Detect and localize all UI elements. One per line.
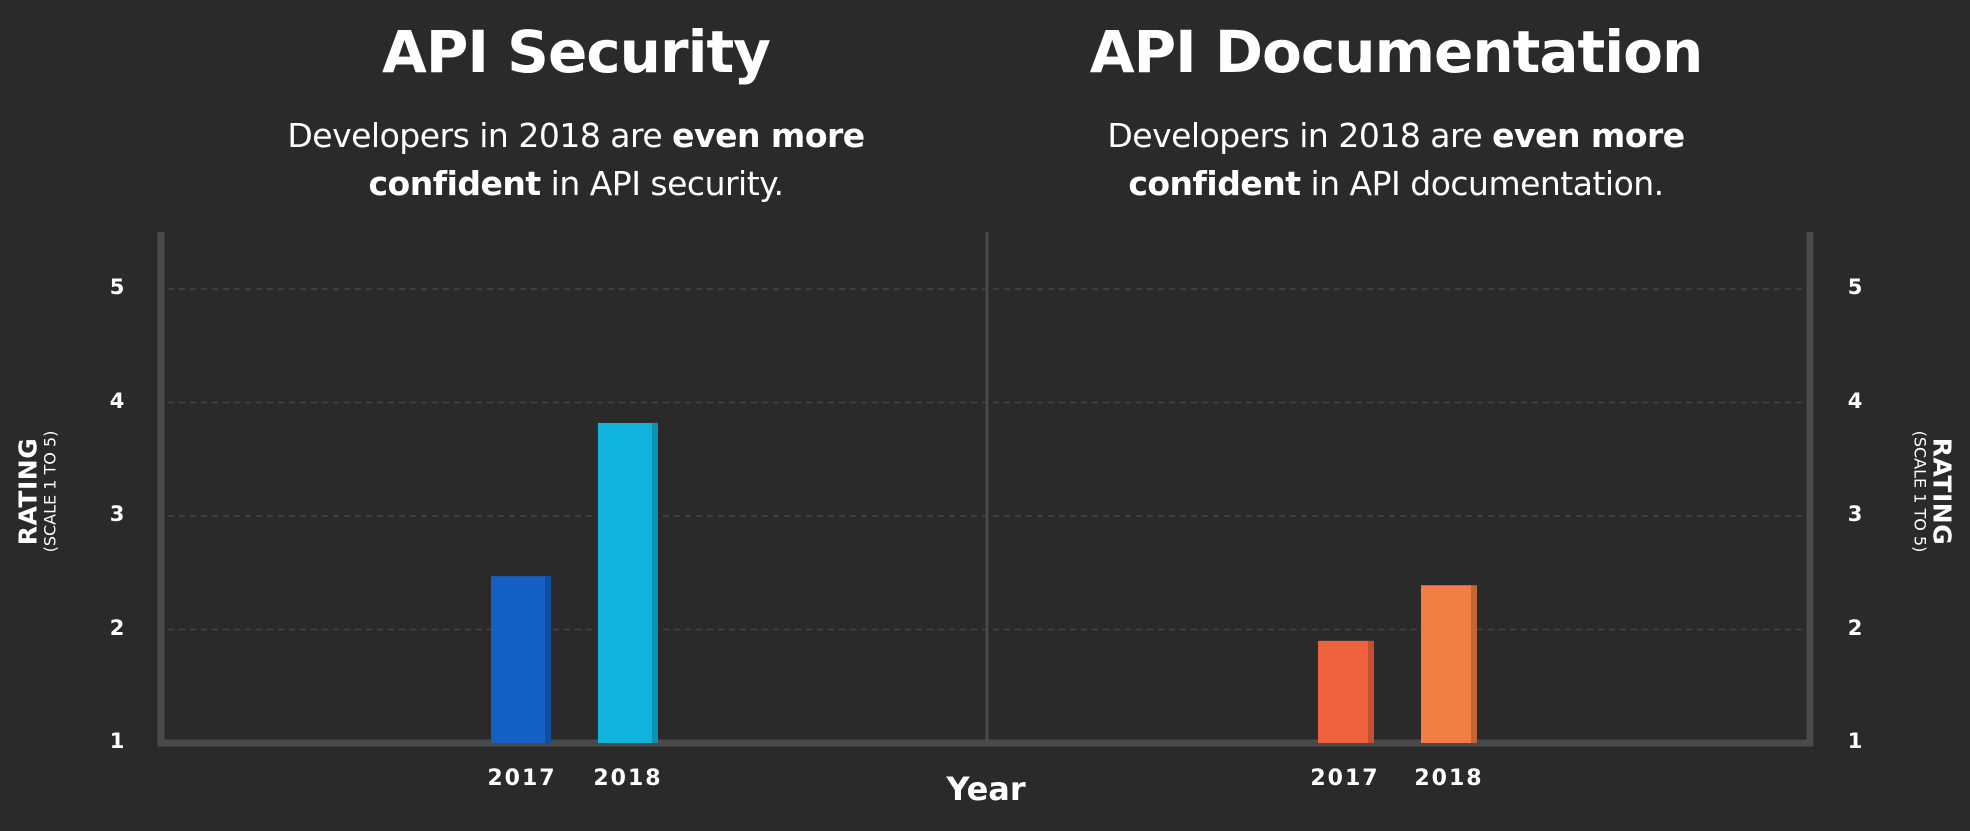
subtitle-text: in API documentation. <box>1300 164 1664 203</box>
subtitle-emphasis: even more <box>672 116 865 155</box>
y-tick-label: 4 <box>109 388 125 413</box>
subtitle-text: in API security. <box>540 164 784 203</box>
x-axis-label: Year <box>946 770 1026 808</box>
chart-title-api-documentation: API Documentation <box>1089 18 1704 86</box>
x-tick-label: 2018 <box>593 766 663 791</box>
bar-shade <box>1368 640 1374 743</box>
bar-2018 <box>1421 585 1477 743</box>
bar-shade <box>1471 585 1477 743</box>
x-tick-label: 2017 <box>1310 766 1380 791</box>
y-tick-label: 1 <box>109 729 125 753</box>
subtitle-emphasis: confident <box>1128 164 1301 203</box>
subtitle-text: Developers in 2018 are <box>287 116 673 155</box>
bar-2018 <box>598 422 658 743</box>
bar-shade <box>652 422 658 743</box>
y-tick-label: 4 <box>1847 388 1863 413</box>
chart-subtitle-api-security: Developers in 2018 are even more confide… <box>226 112 926 208</box>
x-tick-label: 2017 <box>487 766 557 791</box>
chart-subtitle-api-documentation: Developers in 2018 are even more confide… <box>1046 112 1746 208</box>
y-tick-label: 2 <box>109 615 125 640</box>
y-tick-label: 3 <box>109 502 125 526</box>
y-tick-label: 5 <box>1847 275 1863 299</box>
x-tick-label: 2018 <box>1414 766 1484 791</box>
bar-2017 <box>1318 640 1374 743</box>
subtitle-emphasis: confident <box>368 164 542 203</box>
subtitle-emphasis: even more <box>1492 116 1685 155</box>
y-tick-label: 2 <box>1847 615 1863 640</box>
y-tick-label: 5 <box>109 275 125 299</box>
chart-title-api-security: API Security <box>382 18 771 86</box>
y-tick-label: 3 <box>1847 502 1863 526</box>
bar-shade <box>545 576 551 743</box>
subtitle-text: Developers in 2018 are <box>1107 116 1493 155</box>
bar-2017 <box>491 576 551 743</box>
y-tick-label: 1 <box>1847 729 1863 753</box>
